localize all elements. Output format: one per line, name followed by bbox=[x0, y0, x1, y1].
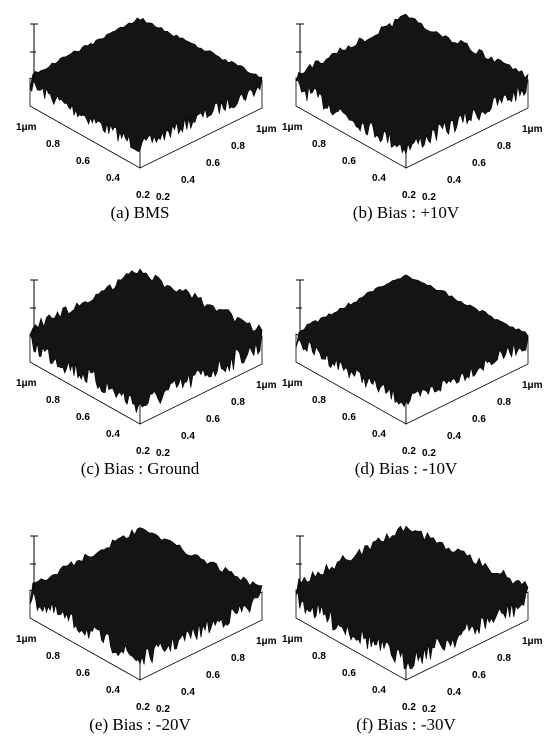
axis-label: 0.6 bbox=[206, 670, 220, 681]
surface bbox=[296, 14, 528, 155]
caption: (c) Bias : Ground bbox=[81, 459, 200, 478]
axis-label: 0.4 bbox=[106, 429, 120, 440]
axis-label: 0.4 bbox=[372, 685, 386, 696]
axis-label: 0.8 bbox=[231, 397, 245, 408]
axis-label: 0.4 bbox=[106, 685, 120, 696]
axis-label: 0.2 bbox=[402, 702, 416, 713]
afm-panel: 1μm 0.8 0.6 0.4 0.2 0.2 0.4 0.6 0.8 1μm (d) Bias :… bbox=[282, 275, 543, 478]
axis-label: 0.8 bbox=[312, 139, 326, 150]
axis-label: 0.4 bbox=[372, 173, 386, 184]
afm-panel: 1μm 0.8 0.6 0.4 0.2 0.2 0.4 0.6 0.8 1μm (b) Bias :… bbox=[282, 14, 543, 222]
axis-label: 1μm bbox=[522, 636, 543, 647]
axis-label: 1μm bbox=[256, 124, 277, 135]
axis-label: 0.8 bbox=[46, 395, 60, 406]
figure: 1μm0.80.60.40.20.20.40.60.81μm(a) BMS1μm… bbox=[0, 0, 545, 739]
axis-label: 0.6 bbox=[76, 668, 90, 679]
axis-label: 0.8 bbox=[312, 395, 326, 406]
axis-label: 0.2 bbox=[422, 192, 436, 203]
axis-label: 0.4 bbox=[447, 175, 461, 186]
axis-label: 1μm bbox=[282, 634, 303, 645]
axis-label: 0.6 bbox=[76, 156, 90, 167]
axis-label: 0.4 bbox=[181, 687, 195, 698]
axis-label: 0.4 bbox=[106, 173, 120, 184]
axis-label: 1μm bbox=[522, 380, 543, 391]
axis-label: 1μm bbox=[522, 124, 543, 135]
axis-label: 0.8 bbox=[312, 651, 326, 662]
axis-label: 1μm bbox=[256, 636, 277, 647]
surface bbox=[296, 275, 528, 407]
axis-label: 0.8 bbox=[46, 651, 60, 662]
afm-panel: 1μm 0.8 0.6 0.4 0.2 0.2 0.4 0.6 0.8 1μm (e) Bias :… bbox=[16, 528, 277, 734]
axis-label: 0.6 bbox=[206, 158, 220, 169]
caption: (d) Bias : -10V bbox=[355, 459, 458, 478]
axis-label: 1μm bbox=[256, 380, 277, 391]
surface bbox=[30, 269, 262, 413]
axis-label: 0.6 bbox=[472, 670, 486, 681]
axis-label: 0.6 bbox=[76, 412, 90, 423]
axis-label: 0.2 bbox=[136, 702, 150, 713]
axis-label: 0.6 bbox=[342, 156, 356, 167]
axis-label: 0.2 bbox=[422, 448, 436, 459]
axis-label: 0.8 bbox=[231, 141, 245, 152]
axis-label: 0.6 bbox=[342, 668, 356, 679]
surface bbox=[30, 528, 262, 665]
caption: (f) Bias : -30V bbox=[356, 715, 456, 734]
axis-label: 0.2 bbox=[422, 704, 436, 715]
axis-label: 0.2 bbox=[156, 192, 170, 203]
afm-panel: 1μm 0.8 0.6 0.4 0.2 0.2 0.4 0.6 0.8 1μm (f) Bias :… bbox=[282, 526, 543, 734]
axis-label: 0.2 bbox=[402, 446, 416, 457]
axis-label: 0.6 bbox=[472, 414, 486, 425]
axis-label: 0.8 bbox=[497, 141, 511, 152]
axis-label: 0.6 bbox=[472, 158, 486, 169]
caption: (b) Bias : +10V bbox=[353, 203, 460, 222]
axis-label: 1μm bbox=[282, 122, 303, 133]
axis-label: 0.4 bbox=[447, 431, 461, 442]
caption: (a) BMS bbox=[110, 203, 169, 222]
axis-label: 1μm bbox=[282, 378, 303, 389]
axis-label: 0.8 bbox=[231, 653, 245, 664]
afm-panel: 1μm 0.8 0.6 0.4 0.2 0.2 0.4 0.6 0.8 1μm (c) Bias :… bbox=[16, 269, 277, 478]
axis-label: 0.8 bbox=[497, 653, 511, 664]
axis-label: 0.4 bbox=[181, 175, 195, 186]
axis-label: 0.2 bbox=[156, 704, 170, 715]
axis-label: 0.2 bbox=[136, 190, 150, 201]
axis-label: 0.8 bbox=[46, 139, 60, 150]
axis-label: 1μm bbox=[16, 634, 37, 645]
page: 1μm0.80.60.40.20.20.40.60.81μm(a) BMS1μm… bbox=[0, 0, 545, 739]
axis-label: 0.6 bbox=[342, 412, 356, 423]
axis-label: 1μm bbox=[16, 378, 37, 389]
surface bbox=[296, 526, 528, 669]
afm-panel: 1μm 0.8 0.6 0.4 0.2 0.2 0.4 0.6 0.8 1μm (a) BMS bbox=[16, 18, 277, 222]
axis-label: 0.4 bbox=[447, 687, 461, 698]
axis-label: 0.8 bbox=[497, 397, 511, 408]
axis-label: 0.2 bbox=[136, 446, 150, 457]
axis-label: 0.4 bbox=[372, 429, 386, 440]
caption: (e) Bias : -20V bbox=[89, 715, 191, 734]
axis-label: 0.4 bbox=[181, 431, 195, 442]
surface bbox=[30, 18, 262, 152]
axis-label: 0.2 bbox=[402, 190, 416, 201]
axis-label: 1μm bbox=[16, 122, 37, 133]
axis-label: 0.2 bbox=[156, 448, 170, 459]
axis-label: 0.6 bbox=[206, 414, 220, 425]
